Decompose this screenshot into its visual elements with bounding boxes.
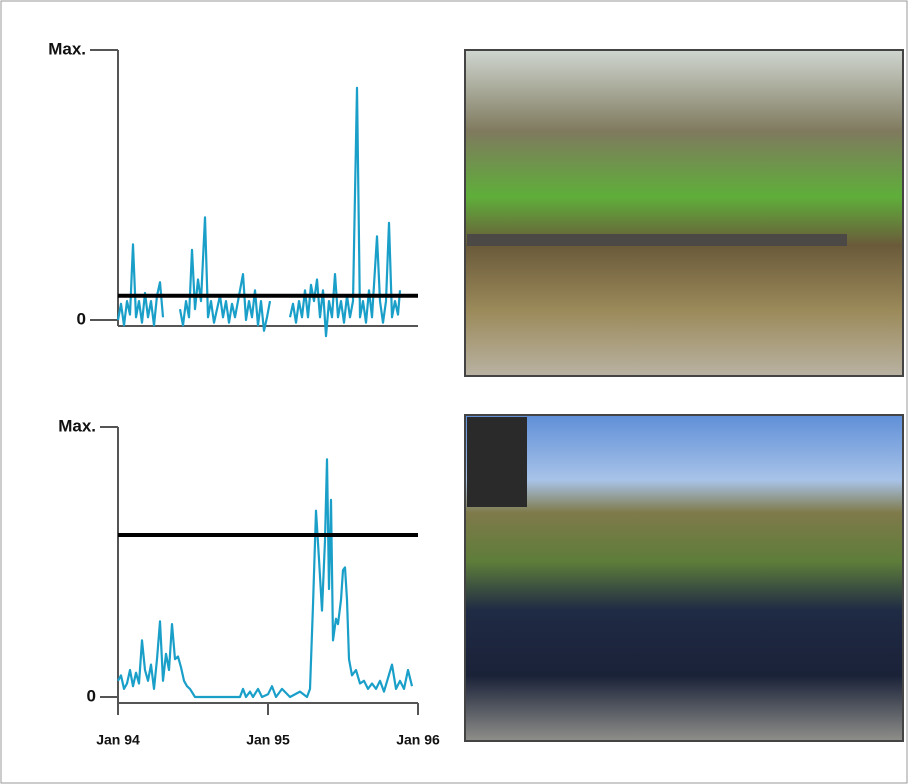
y-tick-label: Max.: [48, 39, 86, 58]
data-line: [117, 458, 414, 699]
creek-photo-wet: [464, 414, 904, 742]
y-tick-label: Max.: [58, 416, 96, 435]
data-line: [116, 86, 402, 338]
y-tick-label: 0: [87, 686, 96, 705]
photo-pipe: [467, 234, 847, 246]
photo-bridge: [467, 417, 527, 507]
creek-photo-dry: [464, 49, 904, 377]
y-tick-label: 0: [77, 309, 86, 328]
x-tick-label: Jan 94: [96, 732, 140, 748]
x-tick-label: Jan 95: [246, 732, 290, 748]
x-tick-label: Jan 96: [396, 732, 440, 748]
